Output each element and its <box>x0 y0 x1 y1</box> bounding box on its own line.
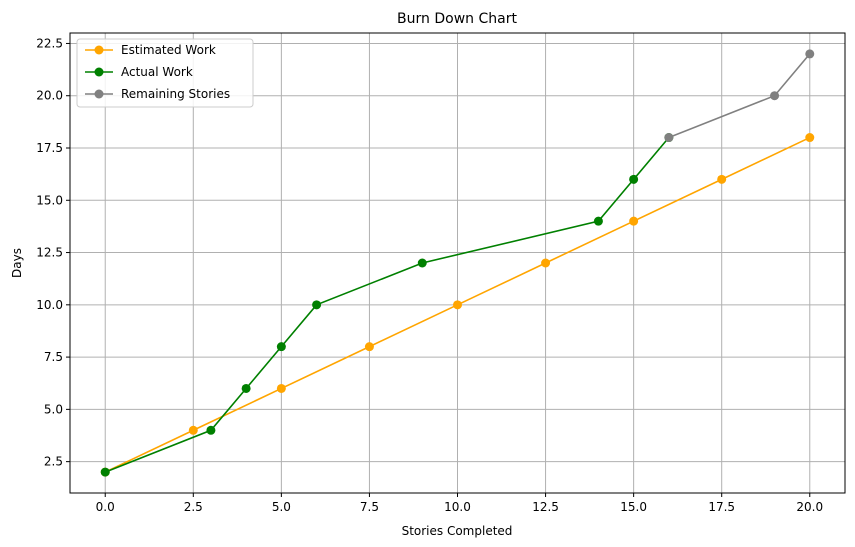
remaining-stories-point <box>770 91 780 101</box>
remaining-stories-point <box>805 49 815 59</box>
y-tick-label: 22.5 <box>36 36 63 50</box>
estimated-work-point <box>188 425 198 435</box>
y-tick-label: 15.0 <box>36 193 63 207</box>
y-tick-label: 12.5 <box>36 246 63 260</box>
y-tick-label: 7.5 <box>44 350 63 364</box>
x-tick-label: 2.5 <box>184 500 203 514</box>
x-tick-label: 10.0 <box>444 500 471 514</box>
legend-label-estimated-work: Estimated Work <box>121 43 216 57</box>
legend-label-actual-work: Actual Work <box>121 65 193 79</box>
actual-work-point <box>417 258 427 268</box>
estimated-work-point <box>805 133 815 143</box>
legend-marker-actual-work <box>94 67 104 77</box>
x-axis-label: Stories Completed <box>402 524 513 538</box>
x-tick-label: 15.0 <box>620 500 647 514</box>
actual-work-point <box>629 174 639 184</box>
y-axis-label: Days <box>10 248 24 278</box>
estimated-work-point <box>453 300 462 310</box>
legend-marker-estimated-work <box>94 45 104 55</box>
legend: Estimated Work Actual Work Remaining Stori… <box>76 38 254 108</box>
chart-title: Burn Down Chart <box>397 11 517 27</box>
x-tick-label: 5.0 <box>272 500 291 514</box>
y-tick-label: 10.0 <box>36 298 63 312</box>
y-tick-label: 2.5 <box>44 455 63 469</box>
y-tick-label: 5.0 <box>44 402 63 416</box>
x-tick-label: 12.5 <box>532 500 559 514</box>
estimated-work-point <box>276 383 286 393</box>
x-tick-label: 0.0 <box>96 500 115 514</box>
y-tick-label: 17.5 <box>36 141 63 155</box>
actual-work-point <box>276 342 286 352</box>
estimated-work-point <box>541 258 551 268</box>
estimated-work-point <box>629 216 639 226</box>
tick-layer: 0.0 2.5 5.0 7.5 10.0 12.5 15.0 17.5 20.0 2.5 5.0 7.… <box>36 36 823 514</box>
remaining-stories-point <box>664 133 674 143</box>
legend-marker-remaining-stories <box>94 89 104 99</box>
actual-work-point <box>206 425 216 435</box>
x-tick-label: 17.5 <box>708 500 735 514</box>
legend-label-remaining-stories: Remaining Stories <box>121 87 230 101</box>
x-tick-label: 20.0 <box>796 500 823 514</box>
legend-box <box>76 38 254 108</box>
y-tick-label: 20.0 <box>36 89 63 103</box>
actual-work-point <box>593 216 603 226</box>
series-layer <box>100 49 815 477</box>
estimated-work-point <box>717 174 727 184</box>
actual-work-point <box>312 300 322 310</box>
actual-work-point <box>241 383 251 393</box>
x-tick-label: 7.5 <box>360 500 379 514</box>
actual-work-point <box>100 467 110 477</box>
estimated-work-point <box>364 342 374 352</box>
